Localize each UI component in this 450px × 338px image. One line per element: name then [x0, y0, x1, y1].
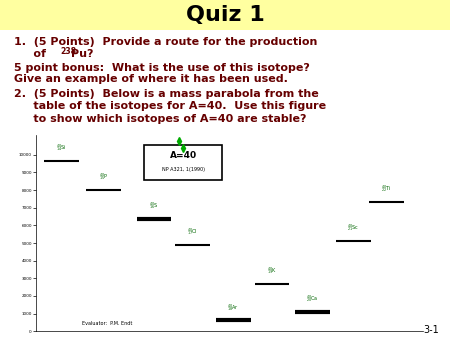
Text: to show which isotopes of A=40 are stable?: to show which isotopes of A=40 are stabl… — [14, 114, 306, 124]
Text: $^{40}_{20}$Ca: $^{40}_{20}$Ca — [306, 293, 319, 304]
Text: $^{40}_{22}$Ti: $^{40}_{22}$Ti — [381, 183, 392, 194]
Text: $^{40}_{19}$K: $^{40}_{19}$K — [267, 266, 277, 276]
Text: Evaluator:  P.M. Endt: Evaluator: P.M. Endt — [82, 321, 133, 327]
Text: A=40: A=40 — [170, 151, 197, 160]
Text: $^{40}_{16}$S: $^{40}_{16}$S — [149, 200, 159, 211]
Text: $^{40}_{17}$Cl: $^{40}_{17}$Cl — [187, 226, 198, 237]
Text: Pu?: Pu? — [71, 49, 94, 59]
Text: 2.  (5 Points)  Below is a mass parabola from the: 2. (5 Points) Below is a mass parabola f… — [14, 89, 318, 99]
Text: $^{40}_{14}$Si: $^{40}_{14}$Si — [56, 142, 67, 153]
Text: of: of — [14, 49, 50, 59]
Text: 238: 238 — [61, 47, 77, 55]
Text: 1.  (5 Points)  Provide a route for the production: 1. (5 Points) Provide a route for the pr… — [14, 37, 317, 47]
FancyBboxPatch shape — [144, 145, 222, 180]
Text: Give an example of where it has been used.: Give an example of where it has been use… — [14, 74, 288, 84]
Text: Quiz 1: Quiz 1 — [185, 5, 265, 25]
Text: 5 point bonus:  What is the use of this isotope?: 5 point bonus: What is the use of this i… — [14, 63, 310, 73]
Text: 3-1: 3-1 — [423, 325, 439, 335]
Text: $^{40}_{18}$Ar: $^{40}_{18}$Ar — [227, 302, 239, 313]
Text: $^{40}_{15}$P: $^{40}_{15}$P — [99, 171, 108, 182]
Text: NP A321, 1(1990): NP A321, 1(1990) — [162, 167, 205, 172]
FancyBboxPatch shape — [0, 0, 450, 30]
Text: $^{40}_{21}$Sc: $^{40}_{21}$Sc — [347, 222, 360, 233]
Text: table of the isotopes for A=40.  Use this figure: table of the isotopes for A=40. Use this… — [14, 101, 326, 112]
